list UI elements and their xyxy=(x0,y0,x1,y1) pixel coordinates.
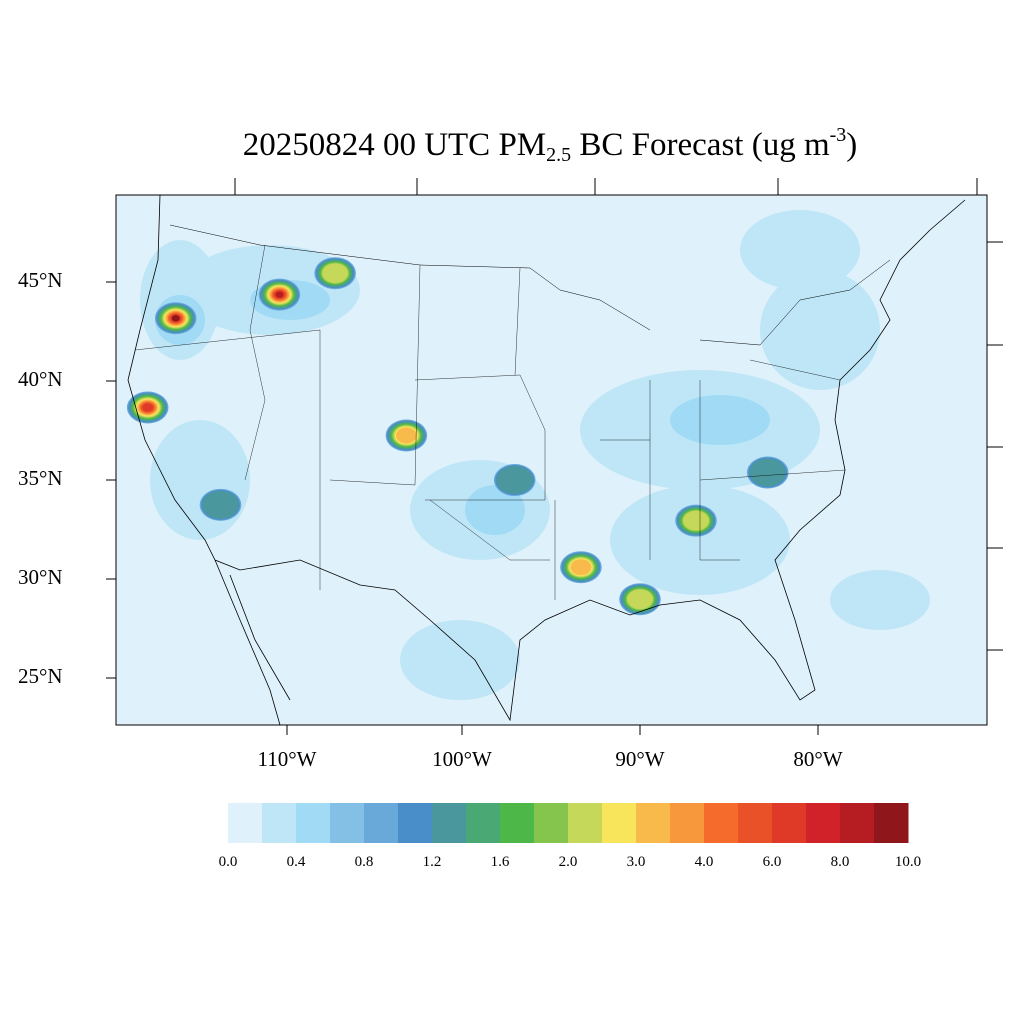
axis-ticks xyxy=(106,178,1003,735)
map-title: 20250824 00 UTC PM2.5 BC Forecast (ug m-… xyxy=(242,124,858,166)
colorbar-box xyxy=(568,803,603,843)
colorbar-box xyxy=(738,803,773,843)
pm25-hotspot xyxy=(142,403,153,412)
lon-label: 110°W xyxy=(257,747,317,771)
colorbar-box xyxy=(262,803,297,843)
pm25-hotspot xyxy=(496,466,533,495)
pm25-hotspot xyxy=(202,490,239,519)
colorbar-label: 8.0 xyxy=(830,854,850,870)
colorbar-label: 1.6 xyxy=(490,854,510,870)
lon-label: 80°W xyxy=(793,747,843,771)
colorbar-box xyxy=(296,803,331,843)
colorbar-label: 3.0 xyxy=(626,854,646,870)
colorbar-box xyxy=(704,803,739,843)
colorbar-box xyxy=(364,803,399,843)
lat-label: 45°N xyxy=(18,268,63,292)
colorbar xyxy=(228,803,909,843)
lat-label: 30°N xyxy=(18,565,63,589)
colorbar-box xyxy=(228,803,263,843)
colorbar-label: 0.8 xyxy=(354,854,374,870)
colorbar-label: 6.0 xyxy=(762,854,782,870)
lon-label: 100°W xyxy=(432,747,492,771)
colorbar-label: 4.0 xyxy=(694,854,714,870)
pm25-hotspot xyxy=(627,589,653,610)
colorbar-box xyxy=(874,803,909,843)
pm25-hotspot xyxy=(749,458,786,487)
colorbar-label: 2.0 xyxy=(558,854,578,870)
colorbar-box xyxy=(466,803,501,843)
colorbar-box xyxy=(806,803,841,843)
lat-label: 25°N xyxy=(18,664,63,688)
state-borders xyxy=(134,244,846,600)
us-outline xyxy=(127,194,966,722)
colorbar-box xyxy=(636,803,671,843)
coastline-borders xyxy=(127,194,966,726)
colorbar-label: 0.4 xyxy=(286,854,306,870)
colorbar-box xyxy=(432,803,467,843)
colorbar-box xyxy=(772,803,807,843)
colorbar-box xyxy=(398,803,433,843)
pm25-hotspot xyxy=(171,315,180,322)
pm25-hotspot xyxy=(395,427,417,444)
colorbar-box xyxy=(500,803,535,843)
pm25-hotspot xyxy=(683,510,709,531)
colorbar-label: 10.0 xyxy=(894,854,922,870)
colorbar-box xyxy=(330,803,365,843)
colorbar-label: 0.0 xyxy=(218,854,238,870)
canada-border xyxy=(169,224,891,346)
colorbar-box xyxy=(840,803,875,843)
mexico-coast xyxy=(214,559,291,726)
lat-label: 40°N xyxy=(18,367,63,391)
pm25-hotspot xyxy=(570,559,592,576)
colorbar-label: 1.2 xyxy=(422,854,442,870)
lon-label: 90°W xyxy=(615,747,665,771)
colorbar-box xyxy=(602,803,637,843)
lat-label: 35°N xyxy=(18,466,63,490)
pm25-hotspot xyxy=(275,291,284,298)
pm25-hotspot xyxy=(322,263,349,284)
colorbar-box xyxy=(670,803,705,843)
colorbar-box xyxy=(534,803,569,843)
map-frame xyxy=(115,194,988,726)
